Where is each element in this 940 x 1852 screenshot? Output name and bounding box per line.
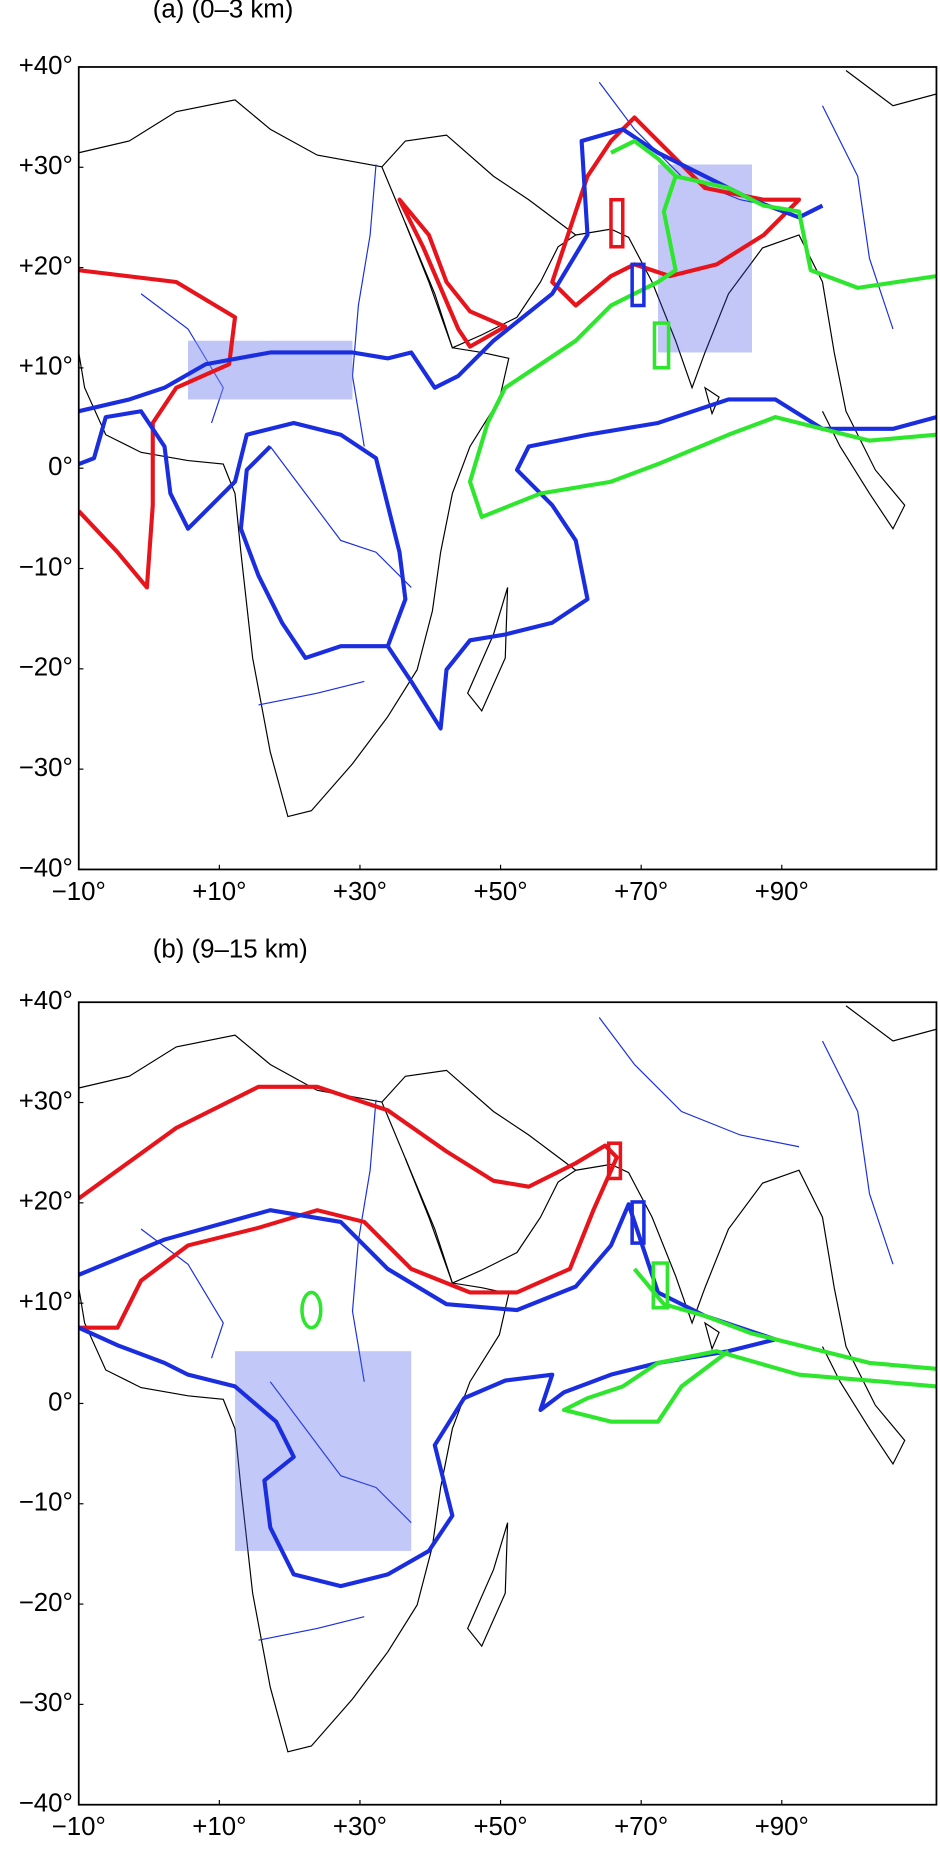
x-tick-label: −10° [52, 878, 106, 906]
y-tick-label: −30° [19, 1689, 73, 1717]
y-tick-label: −40° [19, 854, 73, 882]
y-tick-label: +30° [19, 152, 73, 180]
x-tick-label: +90° [755, 1813, 809, 1841]
y-tick-label: −30° [19, 754, 73, 782]
y-tick-label: +10° [19, 353, 73, 381]
x-tick-label: +30° [333, 1813, 387, 1841]
frame [77, 1001, 938, 1806]
y-tick-label: −20° [19, 654, 73, 682]
frame [77, 66, 938, 871]
y-tick-label: +10° [19, 1288, 73, 1316]
x-tick-label: +10° [192, 1813, 246, 1841]
y-tick-label: +20° [19, 252, 73, 280]
y-tick-label: −10° [19, 553, 73, 581]
y-tick-label: +20° [19, 1188, 73, 1216]
x-tick-label: +30° [333, 878, 387, 906]
y-tick-label: 0° [48, 1388, 73, 1416]
y-tick-label: −20° [19, 1589, 73, 1617]
panel-b: (b) (9–15 km) [77, 936, 938, 1806]
x-tick-label: +50° [473, 1813, 527, 1841]
x-tick-label: +70° [614, 878, 668, 906]
y-tick-label: 0° [48, 453, 73, 481]
x-tick-label: −10° [52, 1813, 106, 1841]
map [78, 69, 937, 818]
x-tick-label: +50° [473, 878, 527, 906]
y-tick-label: +40° [19, 987, 73, 1015]
x-tick-label: +10° [192, 878, 246, 906]
x-tick-label: +90° [755, 878, 809, 906]
panel-title: (a) (0–3 km) [153, 0, 294, 24]
x-tick-label: +70° [614, 1813, 668, 1841]
y-tick-label: −40° [19, 1790, 73, 1818]
map [78, 1005, 937, 1753]
panel-title: (b) (9–15 km) [153, 936, 308, 964]
panel-a: (a) (0–3 km) [77, 0, 938, 871]
y-tick-label: +30° [19, 1087, 73, 1115]
y-tick-label: −10° [19, 1489, 73, 1517]
y-tick-label: +40° [19, 52, 73, 80]
